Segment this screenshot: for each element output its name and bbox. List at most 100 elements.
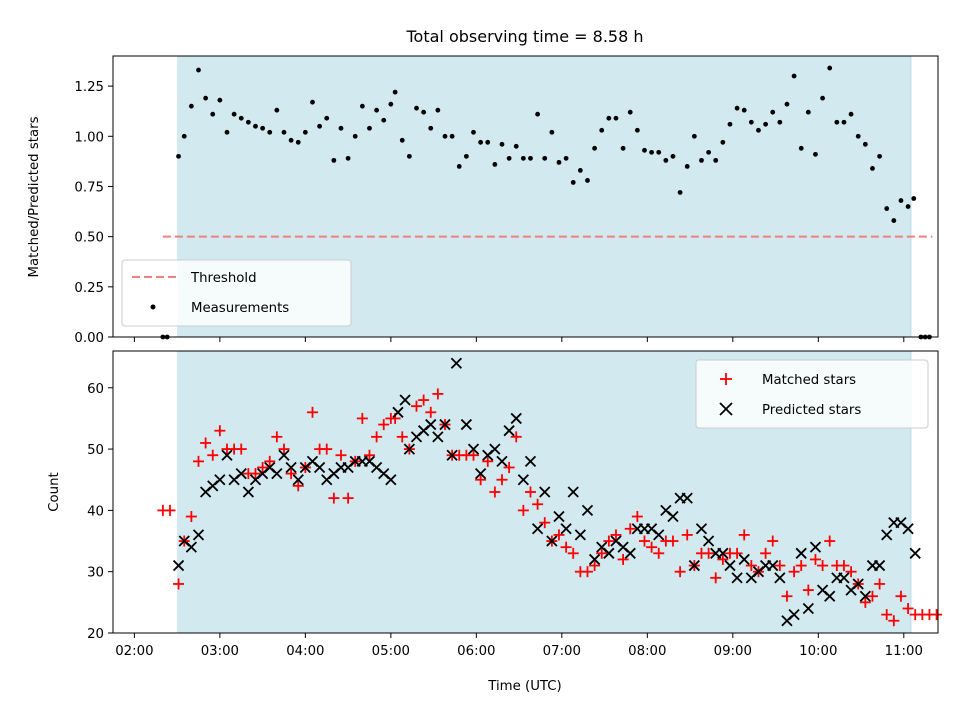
measurement-point (392, 89, 398, 95)
bottom-legend-box (695, 359, 929, 429)
measurement-point (756, 127, 761, 133)
predicted-star-point (474, 467, 487, 480)
measurement-point (210, 111, 216, 117)
predicted-star-point (385, 474, 397, 486)
matched-star-point (214, 425, 226, 437)
y-tick-label: 40 (87, 504, 104, 519)
y-tick-label: 20 (87, 627, 104, 642)
predicted-star-point (510, 412, 522, 425)
matched-star-point (774, 560, 786, 572)
predicted-star-point (524, 455, 537, 467)
predicted-star-point (902, 523, 914, 535)
measurement-point (542, 155, 548, 161)
predicted-star-point (285, 461, 297, 474)
matched-star-point (745, 560, 757, 572)
y-tick-label: 0.50 (74, 231, 104, 246)
matched-star-point (539, 517, 551, 529)
y-tick-label: 0.00 (74, 331, 104, 346)
measurement-point (791, 73, 797, 79)
predicted-star-point (795, 547, 807, 559)
matched-star-point (285, 468, 297, 480)
x-tick-label: 07:00 (543, 644, 581, 659)
measurement-point (506, 155, 512, 161)
x-axis-label: Time (UTC) (487, 679, 562, 694)
measurement-point (713, 157, 719, 163)
top-y-ticks: 0.00 0.25 0.50 0.75 1.00 1.25 (74, 80, 113, 346)
measurement-point (345, 155, 351, 161)
measurement-point (421, 109, 427, 115)
predicted-star-point (432, 431, 444, 443)
measurement-point (563, 155, 569, 161)
measurement-point (677, 190, 683, 195)
predicted-star-point (496, 455, 508, 467)
matched-star-point (363, 449, 375, 461)
predicted-star-point (425, 418, 437, 431)
matched-star-point (371, 431, 383, 443)
x-tick-label: 10:00 (799, 644, 837, 659)
matched-star-point (617, 553, 629, 565)
predicted-star-point (546, 535, 558, 547)
measurement-point (217, 97, 223, 103)
x-tick-label: 08:00 (628, 644, 666, 659)
predicted-star-point (873, 559, 886, 572)
measurement-point (435, 107, 441, 113)
measurement-point (317, 123, 323, 129)
measurement-point (870, 166, 875, 171)
measurement-point (267, 129, 273, 135)
predicted-star-point (172, 559, 185, 572)
predicted-star-point (185, 541, 198, 553)
matched-star-point (510, 431, 522, 443)
measurement-point (499, 141, 505, 147)
measurement-point (224, 129, 230, 135)
predicted-stars-points (172, 357, 921, 627)
measurement-point (905, 204, 911, 209)
predicted-star-point (271, 467, 283, 480)
matched-star-point (738, 529, 750, 541)
measurement-point (238, 115, 244, 121)
predicted-star-point (446, 449, 458, 461)
predicted-star-point (531, 523, 544, 535)
measurement-point (820, 95, 825, 101)
matched-star-point (646, 541, 658, 553)
measurement-point (734, 105, 740, 111)
matched-star-point (845, 566, 857, 578)
matched-star-point (396, 431, 408, 443)
measurement-point (352, 133, 358, 139)
matched-star-point (378, 419, 390, 431)
predicted-star-point (392, 406, 404, 418)
measurements-legend-label: Measurements (191, 301, 289, 316)
matched-star-point (524, 486, 536, 498)
matched-star-point (321, 443, 333, 455)
measurement-point (770, 109, 776, 115)
matched-star-point (596, 547, 608, 559)
predicted-star-point (235, 467, 247, 480)
matched-star-point (467, 449, 479, 461)
matched-star-point (888, 615, 900, 627)
matched-star-point (824, 535, 836, 547)
measurement-point (535, 111, 541, 117)
measurement-point (231, 111, 237, 117)
matched-star-point (489, 486, 501, 498)
measurement-point (181, 133, 187, 139)
x-tick-label: 11:00 (885, 644, 923, 659)
measurement-point (877, 153, 882, 159)
matched-star-point (475, 474, 487, 486)
matched-star-point (674, 566, 686, 578)
predicted-star-point (560, 523, 572, 535)
matched-star-point (760, 547, 772, 559)
predicted-star-point (667, 510, 679, 523)
measurement-point (203, 95, 209, 101)
predicted-star-point (553, 510, 565, 523)
measurement-point (556, 159, 562, 165)
matched-star-point (560, 541, 572, 553)
matched-star-point (425, 406, 437, 418)
measurement-point (834, 119, 840, 125)
matched-star-point (567, 547, 579, 559)
predicted-star-point (242, 486, 254, 498)
measurement-point (374, 107, 380, 113)
predicted-star-point (788, 608, 800, 621)
measurement-point (288, 137, 294, 143)
measurement-point (359, 103, 365, 109)
measurement-point (627, 109, 633, 115)
measurement-point (592, 145, 598, 151)
